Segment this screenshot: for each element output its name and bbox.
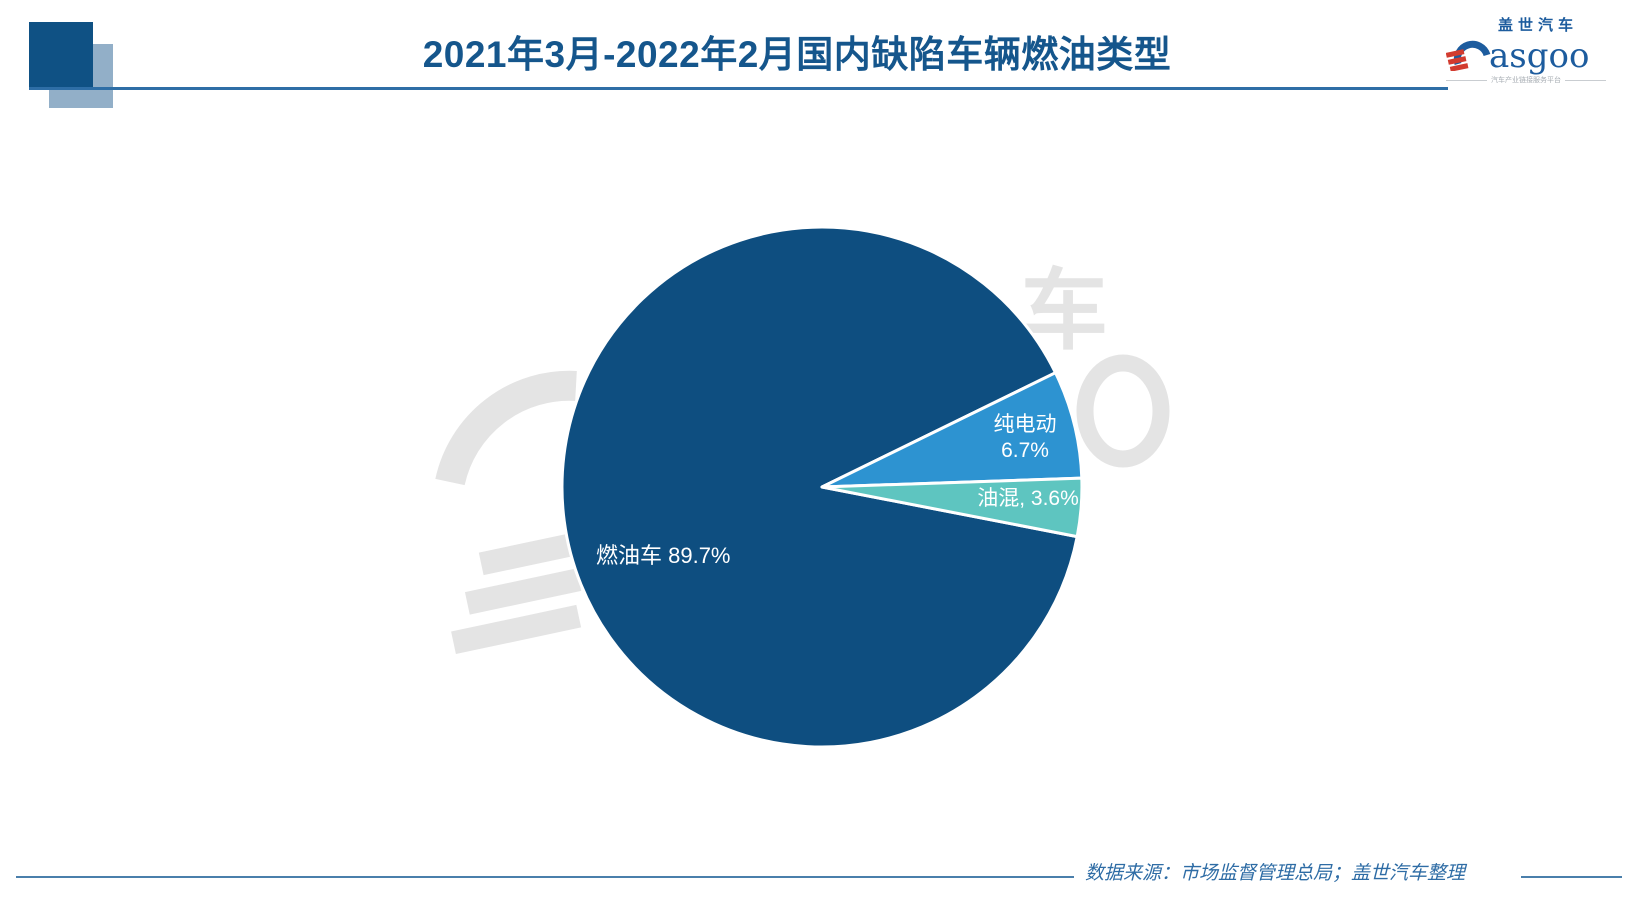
deco-square-dark: [29, 22, 93, 88]
gasgoo-g-icon: [1446, 40, 1491, 71]
logo-wordmark: asgoo: [1489, 36, 1590, 77]
slice-label-bev-value: 6.7%: [1001, 439, 1049, 462]
logo-tagline: 汽车产业链接服务平台: [1446, 75, 1606, 85]
tagline-text: 汽车产业链接服务平台: [1491, 77, 1561, 84]
slice-label-hybrid: 油混, 3.6%: [977, 487, 1079, 510]
watermark-g-arc: [435, 370, 577, 486]
pie-slice-纯电动: [820, 371, 1084, 489]
data-source-note: 数据来源：市场监督管理总局；盖世汽车整理: [1085, 863, 1466, 884]
footer-rule-right: [1521, 876, 1622, 878]
pie-slice-燃油车: [560, 225, 1079, 749]
logo-chinese-name: 盖世汽车: [1498, 17, 1579, 34]
gasgoo-watermark: 车: [435, 261, 1170, 655]
slice-label-bev-name: 纯电动: [993, 413, 1057, 436]
gasgoo-logo: 盖世汽车 asgoo 汽车产业链接服务平台: [1446, 14, 1606, 85]
slice-label-bev: 纯电动 6.7%: [960, 412, 1090, 464]
footer-rule-left: [16, 876, 1074, 878]
watermark-stripes: [451, 531, 582, 655]
pie-slices: [560, 225, 1084, 749]
tagline-dash-left: [1446, 79, 1487, 81]
page-title: 2021年3月-2022年2月国内缺陷车辆燃油类型: [422, 34, 1172, 75]
header-underline: [29, 87, 1448, 90]
pie-slice-油混: [820, 476, 1084, 539]
watermark-o-ring: [1076, 354, 1170, 468]
tagline-dash-right: [1565, 79, 1606, 81]
slice-label-fuel: 燃油车 89.7%: [596, 543, 731, 568]
